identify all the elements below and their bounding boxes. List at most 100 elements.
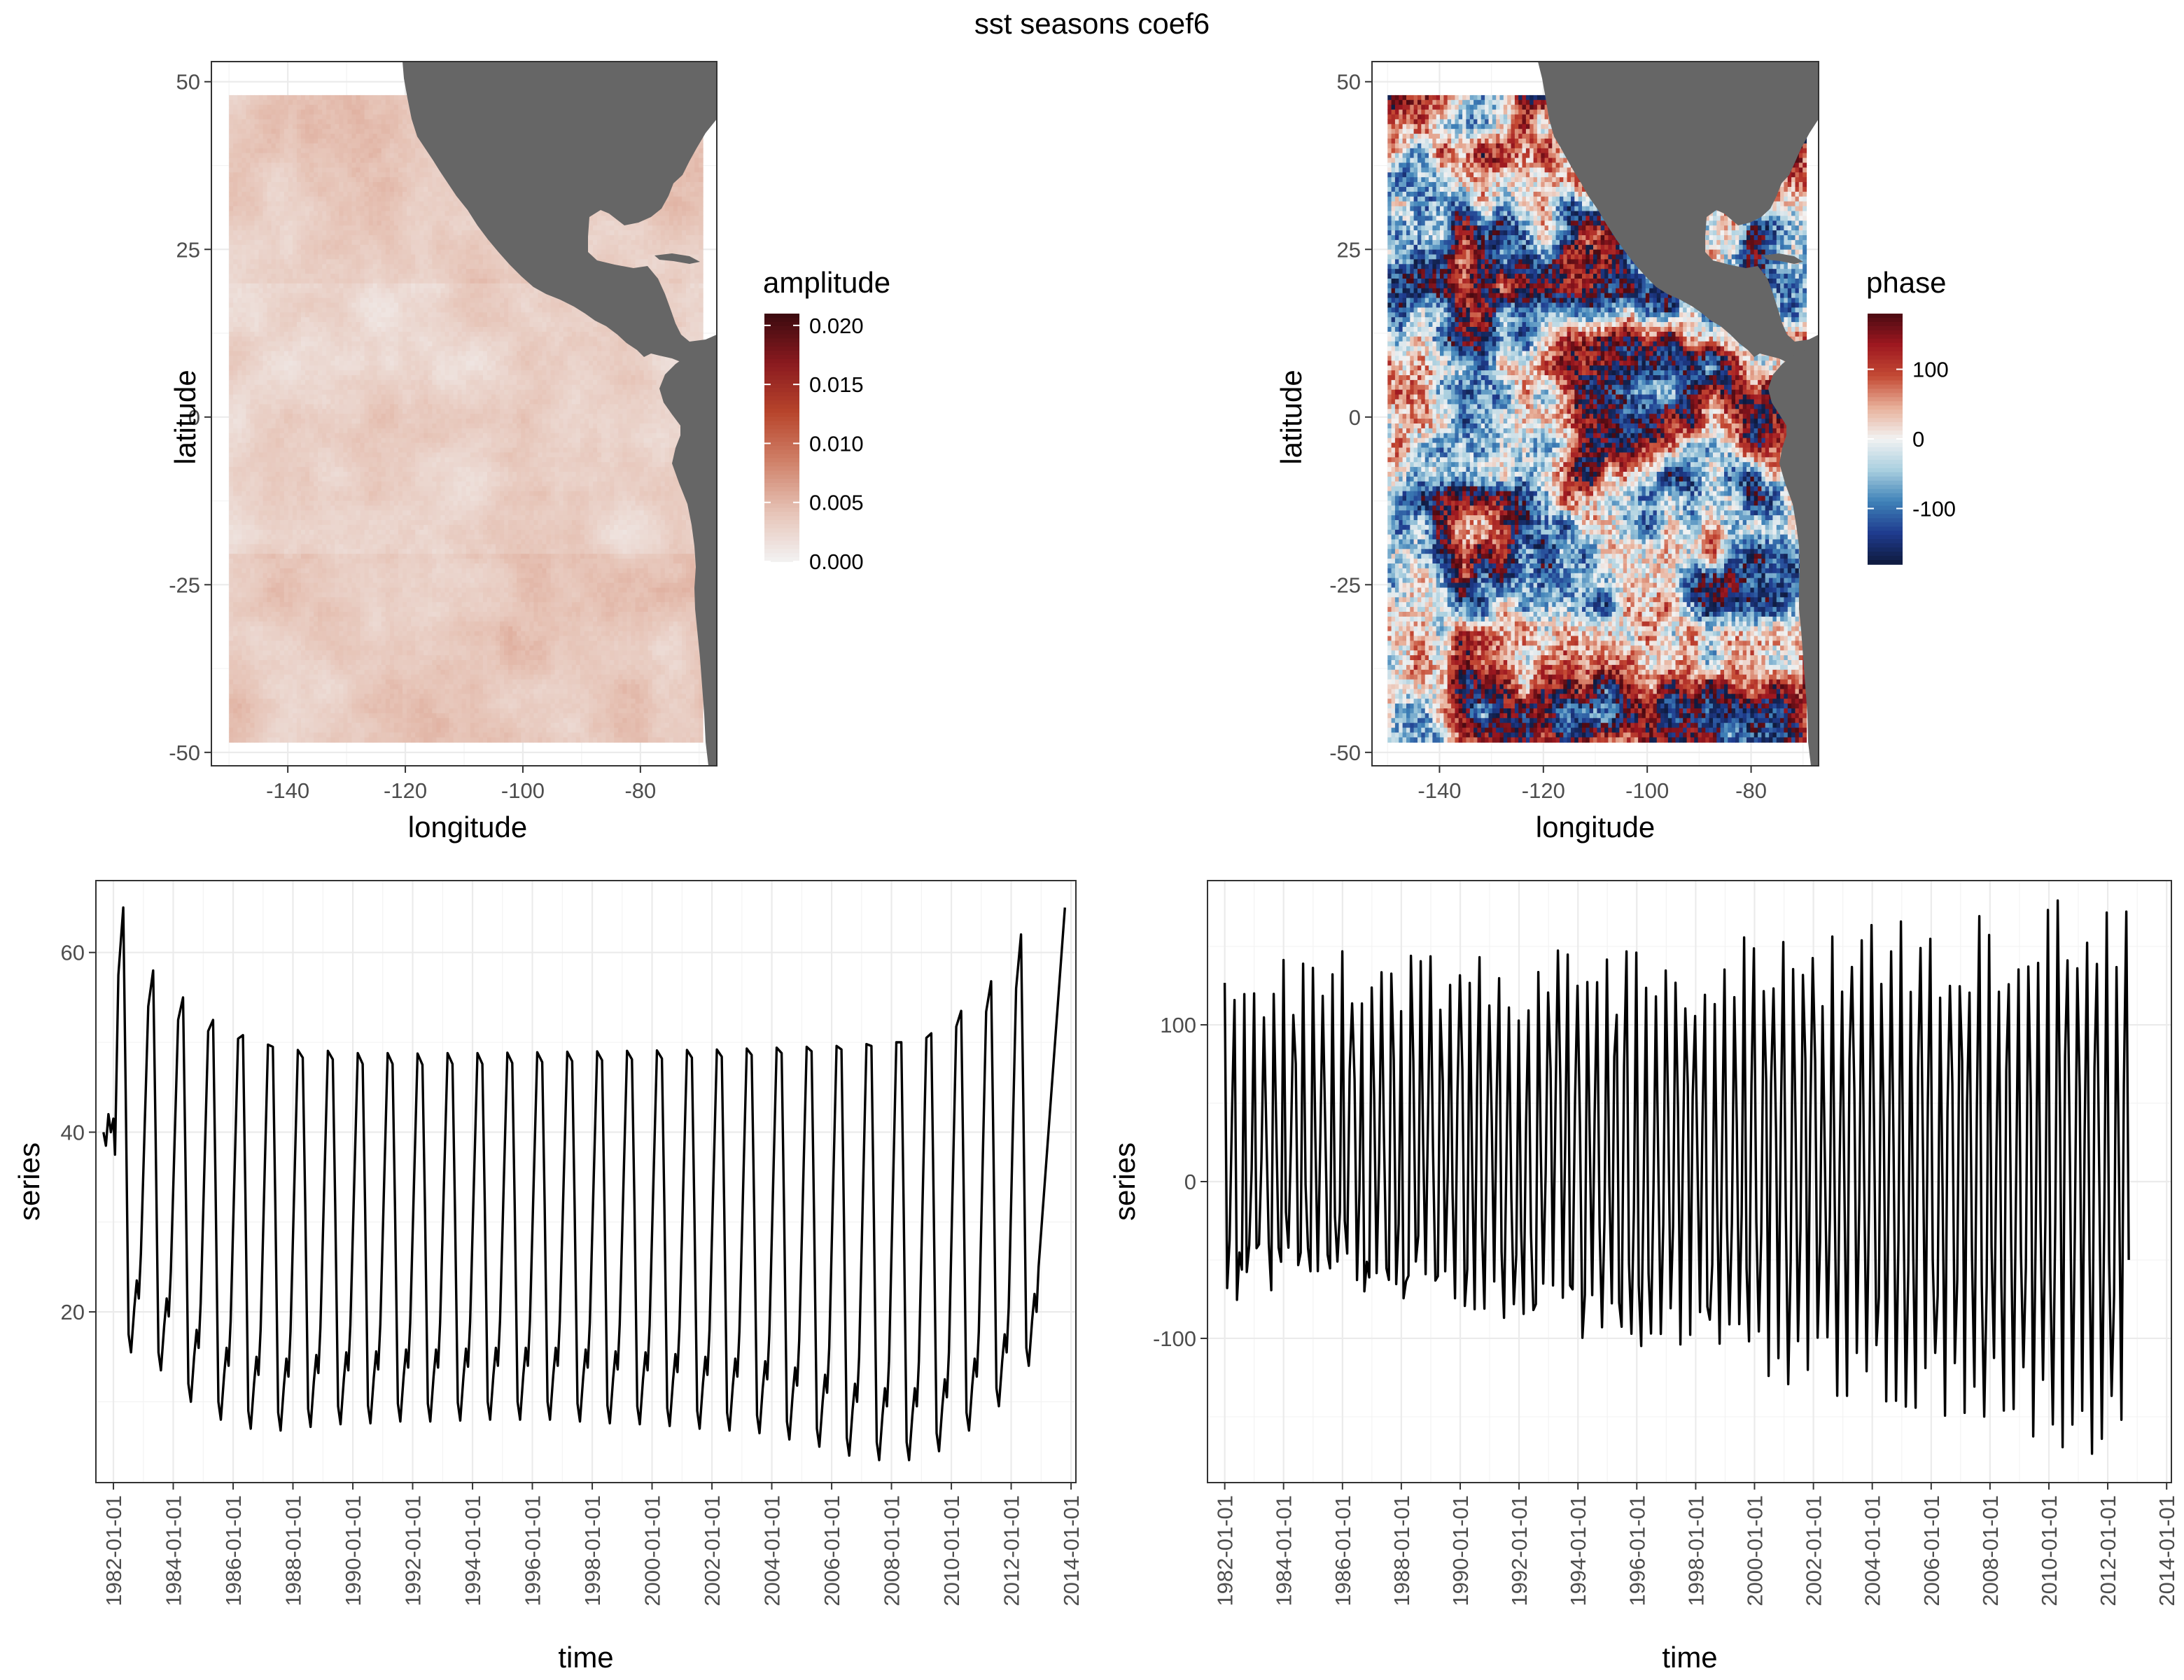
heatmap-cell — [255, 177, 260, 183]
heatmap-cell — [356, 250, 361, 255]
heatmap-cell — [365, 192, 370, 197]
heatmap-cell — [314, 255, 318, 260]
heatmap-cell — [326, 303, 331, 309]
heatmap-cell — [263, 230, 268, 236]
heatmap-cell — [339, 148, 344, 154]
heatmap-cell — [335, 110, 340, 115]
heatmap-cell — [436, 279, 441, 284]
heatmap-cell — [233, 95, 238, 101]
heatmap-cell — [390, 129, 395, 134]
heatmap-cell — [267, 259, 272, 265]
heatmap-cell — [365, 250, 370, 255]
heatmap-cell — [255, 245, 260, 251]
heatmap-cell — [440, 293, 445, 299]
heatmap-cell — [330, 158, 335, 164]
heatmap-cell — [339, 192, 344, 197]
heatmap-cell — [339, 119, 344, 125]
heatmap-cell — [352, 293, 357, 299]
heatmap-cell — [432, 192, 437, 197]
heatmap-cell — [309, 225, 314, 231]
heatmap-cell — [297, 259, 302, 265]
heatmap-cell — [466, 225, 471, 231]
heatmap-cell — [330, 192, 335, 197]
heatmap-cell — [314, 148, 318, 154]
heatmap-cell — [339, 288, 344, 294]
heatmap-cell — [326, 129, 331, 134]
heatmap-cell — [263, 100, 268, 106]
heatmap-cell — [445, 220, 450, 226]
heatmap-cell — [610, 230, 615, 236]
heatmap-cell — [229, 110, 234, 115]
heatmap-cell — [237, 119, 242, 125]
heatmap-cell — [280, 172, 285, 178]
heatmap-cell — [293, 119, 298, 125]
heatmap-cell — [314, 167, 318, 173]
heatmap-cell — [479, 274, 484, 279]
heatmap-cell — [360, 293, 365, 299]
heatmap-cell — [280, 129, 285, 134]
heatmap-cell — [297, 100, 302, 106]
heatmap-cell — [496, 279, 500, 284]
heatmap-cell — [449, 235, 454, 241]
heatmap-cell — [233, 269, 238, 274]
heatmap-cell — [373, 95, 378, 101]
heatmap-cell — [652, 235, 657, 241]
heatmap-cell — [419, 307, 424, 313]
heatmap-cell — [394, 105, 399, 111]
heatmap-cell — [606, 220, 610, 226]
heatmap-cell — [360, 95, 365, 101]
heatmap-cell — [237, 158, 242, 164]
heatmap-cell — [276, 144, 281, 149]
heatmap-cell — [699, 288, 704, 294]
heatmap-cell — [322, 163, 327, 169]
heatmap-cell — [326, 235, 331, 241]
heatmap-cell — [407, 197, 412, 202]
heatmap-cell — [529, 288, 534, 294]
heatmap-cell — [288, 235, 293, 241]
heatmap-cell — [462, 303, 467, 309]
heatmap-cell — [432, 274, 437, 279]
heatmap-cell — [411, 288, 416, 294]
heatmap-cell — [449, 197, 454, 202]
heatmap-cell — [470, 269, 475, 274]
heatmap-cell — [297, 144, 302, 149]
heatmap-cell — [424, 269, 428, 274]
heatmap-cell — [301, 139, 306, 144]
heatmap-cell — [229, 264, 234, 270]
heatmap-cell — [339, 144, 344, 149]
heatmap-cell — [314, 307, 318, 313]
heatmap-cell — [436, 259, 441, 265]
heatmap-cell — [475, 259, 479, 265]
heatmap-cell — [428, 211, 433, 217]
heatmap-cell — [352, 274, 357, 279]
heatmap-cell — [365, 298, 370, 304]
heatmap-cell — [322, 279, 327, 284]
heatmap-cell — [326, 202, 331, 207]
heatmap-cell — [241, 172, 246, 178]
heatmap-cell — [301, 192, 306, 197]
heatmap-cell — [665, 216, 670, 221]
heatmap-cell — [483, 245, 488, 251]
heatmap-cell — [284, 288, 289, 294]
heatmap-cell — [665, 288, 670, 294]
heatmap-cell — [508, 279, 513, 284]
heatmap-cell — [402, 225, 407, 231]
heatmap-cell — [475, 250, 479, 255]
heatmap-cell — [352, 124, 357, 130]
heatmap-cell — [241, 153, 246, 159]
heatmap-cell — [402, 303, 407, 309]
heatmap-cell — [394, 211, 399, 217]
heatmap-cell — [356, 197, 361, 202]
heatmap-cell — [263, 211, 268, 217]
heatmap-cell — [669, 220, 674, 226]
heatmap-cell — [229, 172, 234, 178]
heatmap-cell — [386, 225, 391, 231]
heatmap-cell — [255, 307, 260, 313]
heatmap-cell — [255, 134, 260, 139]
heatmap-cell — [394, 158, 399, 164]
heatmap-cell — [335, 284, 340, 289]
heatmap-cell — [424, 264, 428, 270]
heatmap-cell — [445, 197, 450, 202]
heatmap-cell — [690, 172, 695, 178]
heatmap-cell — [246, 202, 251, 207]
